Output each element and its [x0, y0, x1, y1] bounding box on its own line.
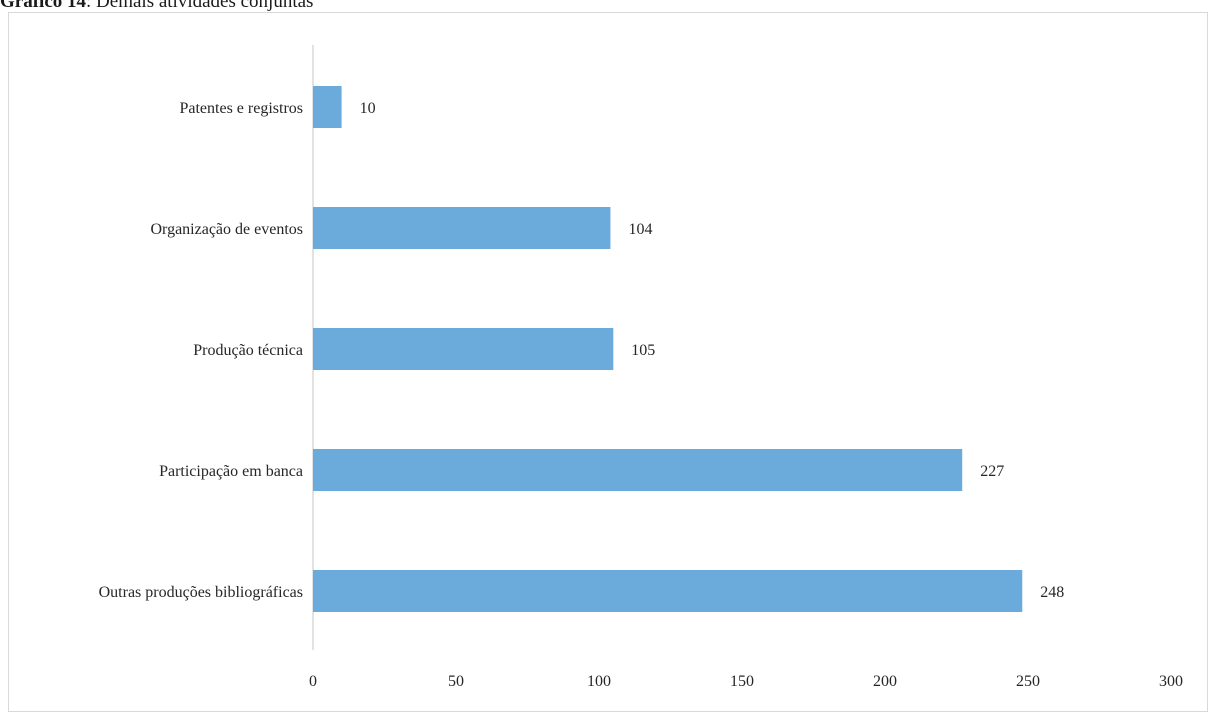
x-tick-label-300: 300	[1159, 673, 1183, 690]
chart-caption: Gráfico 14: Demais atividades conjuntas	[0, 0, 313, 14]
data-label-patentes-e-registros: 10	[360, 100, 376, 117]
x-tick-label-200: 200	[873, 673, 897, 690]
data-label-organizacao-de-eventos: 104	[628, 221, 652, 238]
data-label-producao-tecnica: 105	[631, 342, 655, 359]
bar-patentes-e-registros	[313, 86, 342, 128]
data-label-outras-producoes-bibliograficas: 248	[1040, 584, 1064, 601]
category-label-outras-producoes-bibliograficas: Outras produções bibliográficas	[99, 584, 303, 601]
data-label-participacao-em-banca: 227	[980, 463, 1004, 480]
category-label-participacao-em-banca: Participação em banca	[159, 463, 303, 480]
category-label-producao-tecnica: Produção técnica	[193, 342, 303, 359]
x-tick-label-0: 0	[309, 673, 317, 690]
caption-label: Gráfico 14	[0, 0, 87, 12]
x-tick-label-50: 50	[448, 673, 464, 690]
bar-participacao-em-banca	[313, 449, 963, 491]
x-tick-label-100: 100	[587, 673, 611, 690]
caption-text: : Demais atividades conjuntas	[86, 0, 314, 12]
category-label-patentes-e-registros: Patentes e registros	[179, 100, 303, 117]
x-tick-label-150: 150	[730, 673, 754, 690]
bar-producao-tecnica	[313, 328, 614, 370]
x-tick-label-250: 250	[1016, 673, 1040, 690]
category-label-organizacao-de-eventos: Organização de eventos	[150, 221, 303, 238]
bar-organizacao-de-eventos	[313, 207, 611, 249]
bar-outras-producoes-bibliograficas	[313, 570, 1023, 612]
